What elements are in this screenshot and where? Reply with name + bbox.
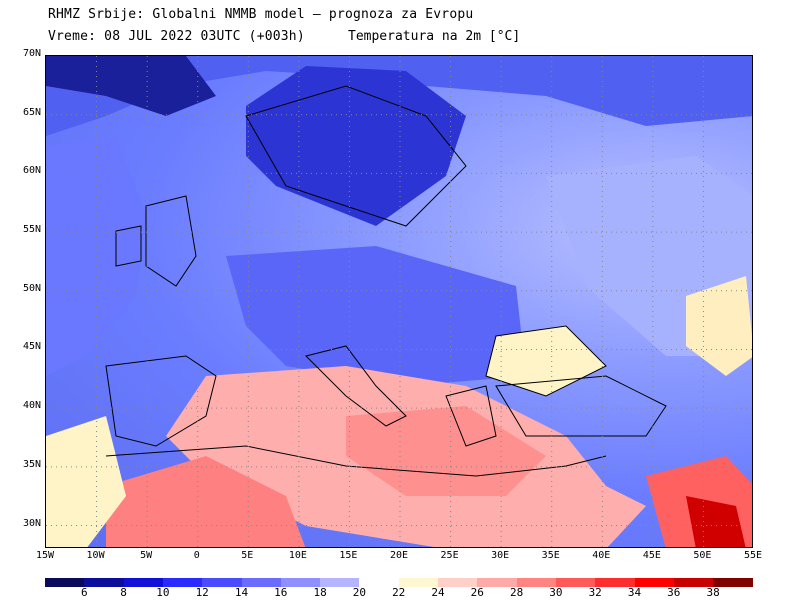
longitude-label: 5E — [241, 550, 254, 561]
longitude-label: 50E — [693, 550, 712, 561]
colorbar-segment — [673, 578, 714, 587]
scandinavia-coast — [245, 85, 467, 227]
colorbar-label: 32 — [588, 586, 602, 599]
field-name: Temperatura na 2m [°C] — [348, 29, 521, 44]
latitude-label: 30N — [22, 517, 41, 529]
colorbar-label: 16 — [274, 586, 288, 599]
north-africa-coast — [105, 445, 607, 477]
caspian-warm — [686, 276, 752, 376]
colorbar-segment — [398, 578, 439, 587]
colorbar-segment — [162, 578, 203, 587]
latitude-label: 60N — [22, 165, 41, 177]
longitude-label: 10W — [86, 550, 105, 561]
scandinavia-cold-core — [246, 66, 466, 226]
longitude-label: 25E — [440, 550, 459, 561]
colorbar-label: 20 — [352, 586, 367, 599]
longitude-label: 15W — [35, 550, 55, 561]
longitude-label: 45E — [642, 550, 661, 561]
temperature-map — [45, 55, 753, 548]
longitude-label: 20E — [389, 550, 409, 561]
colorbar-segment — [595, 578, 635, 587]
latitude-label: 65N — [22, 106, 41, 118]
latitude-label: 55N — [22, 224, 41, 236]
longitude-label: 15E — [339, 550, 358, 561]
colorbar-label: 10 — [156, 586, 170, 599]
ireland-coast — [115, 225, 142, 267]
latitude-label: 40N — [22, 400, 41, 412]
atlantic-warm — [46, 416, 126, 547]
map-title: RHMZ Srbije: Globalni NMMB model — progn… — [48, 7, 474, 22]
colorbar-segment — [241, 578, 282, 587]
colorbar-label: 24 — [431, 586, 445, 599]
colorbar-segment — [634, 578, 675, 587]
colorbar-label: 12 — [195, 586, 209, 599]
temperature-field — [46, 56, 752, 547]
forecast-time: Vreme: 08 JUL 2022 03UTC (+003h) — [48, 29, 305, 44]
north-africa-hot — [106, 456, 306, 547]
longitude-label: 40E — [592, 550, 611, 561]
latitude-label: 45N — [22, 341, 41, 353]
colorbar-label: 8 — [120, 586, 127, 599]
colorbar-label: 28 — [509, 586, 524, 599]
atlantic-cold — [46, 136, 146, 376]
colorbar-label: 14 — [234, 586, 249, 599]
longitude-label: 30E — [491, 550, 510, 561]
colorbar-segment — [477, 578, 518, 587]
iberia-coast — [105, 355, 217, 447]
colorbar-segment — [320, 578, 360, 587]
colorbar-label: 22 — [392, 586, 406, 599]
colorbar-label: 6 — [80, 586, 88, 599]
colorbar-label: 38 — [706, 586, 720, 599]
latitude-label: 35N — [22, 458, 41, 470]
central-europe-cool — [226, 246, 526, 386]
colorbar — [45, 578, 753, 587]
longitude-label: 55E — [743, 550, 763, 561]
arabia-very-hot — [686, 496, 746, 547]
coastlines — [105, 85, 667, 477]
colorbar-segment — [713, 578, 753, 587]
longitude-label: 5W — [140, 550, 153, 561]
latitude-label: 70N — [22, 48, 41, 59]
longitude-label: 10E — [288, 550, 307, 561]
north-dark-core — [46, 56, 216, 116]
colorbar-segment — [438, 578, 478, 587]
latitude-label: 50N — [22, 282, 41, 294]
colorbar-segment — [202, 578, 242, 587]
black-sea-coast — [485, 325, 607, 397]
uk-coast — [145, 195, 197, 287]
colorbar-segment — [359, 578, 400, 587]
turkey-coast — [495, 375, 667, 437]
colorbar-segment — [555, 578, 596, 587]
colorbar-label: 34 — [627, 586, 642, 599]
colorbar-segment — [84, 578, 125, 587]
colorbar-segment — [280, 578, 321, 587]
colorbar-label: 18 — [313, 586, 327, 599]
colorbar-label: 26 — [470, 586, 484, 599]
graticule — [46, 56, 752, 547]
colorbar-segment — [123, 578, 164, 587]
greece-coast — [445, 385, 497, 447]
colorbar-label: 30 — [549, 586, 563, 599]
cold-arctic-region — [46, 56, 752, 136]
map-canvas — [46, 56, 752, 547]
colorbar-label: 36 — [667, 586, 681, 599]
longitude-label: 35E — [541, 550, 560, 561]
colorbar-segment — [516, 578, 557, 587]
colorbar-segment — [45, 578, 85, 587]
italy-coast — [305, 345, 407, 427]
longitude-label: 0 — [193, 550, 200, 561]
